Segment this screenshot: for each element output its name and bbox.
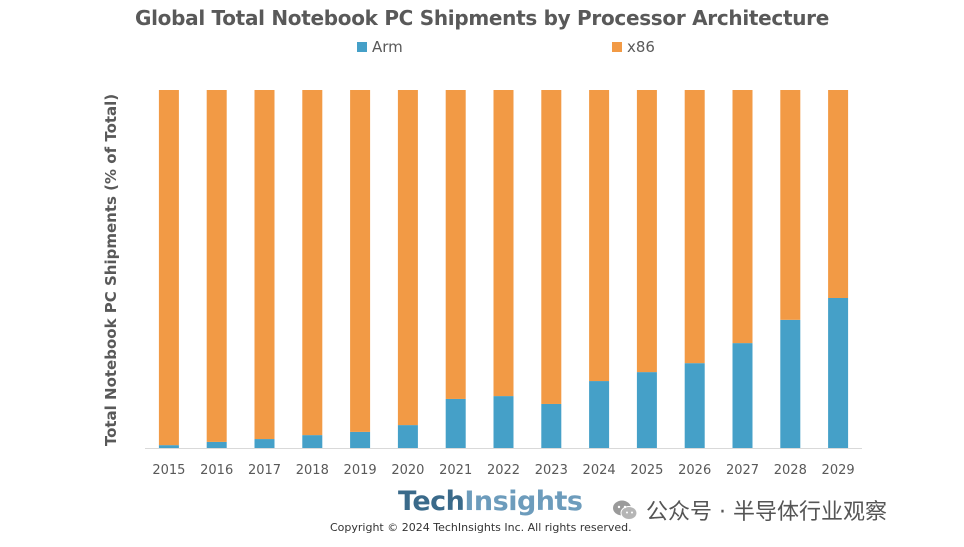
- x-tick-label: 2028: [774, 463, 807, 478]
- x-tick-label: 2015: [152, 463, 185, 478]
- bar-x86-2027: [732, 90, 753, 344]
- x-tick-label: 2024: [583, 463, 616, 478]
- bar-x86-2020: [397, 90, 418, 426]
- bar-arm-2018: [302, 435, 323, 448]
- logo-insights: Insights: [464, 486, 583, 517]
- techinsights-logo: TechInsights: [398, 486, 583, 517]
- copyright-text: Copyright © 2024 TechInsights Inc. All r…: [330, 521, 632, 534]
- x-tick-label: 2022: [487, 463, 520, 478]
- legend-label-x86: x86: [627, 38, 655, 56]
- legend-swatch-arm: [357, 42, 367, 52]
- bar-arm-2024: [589, 381, 610, 448]
- bar-x86-2024: [589, 90, 610, 382]
- x-tick-label: 2021: [439, 463, 472, 478]
- bar-x86-2026: [684, 90, 705, 364]
- bar-arm-2023: [541, 403, 562, 448]
- legend-swatch-x86: [612, 42, 622, 52]
- bar-arm-2028: [780, 319, 801, 448]
- bar-x86-2022: [493, 90, 514, 397]
- x-tick-label: 2026: [678, 463, 711, 478]
- bar-x86-2023: [541, 90, 562, 404]
- bar-x86-2016: [206, 90, 227, 442]
- bar-arm-2017: [254, 439, 275, 448]
- watermark-text: 公众号 · 半导体行业观察: [646, 500, 887, 525]
- legend-label-arm: Arm: [372, 38, 403, 56]
- logo-tech: Tech: [398, 486, 465, 517]
- legend-item-x86: x86: [612, 38, 655, 56]
- bar-arm-2021: [445, 398, 466, 448]
- bar-x86-2019: [350, 90, 371, 432]
- bar-x86-2017: [254, 90, 275, 440]
- x-tick-label: 2025: [630, 463, 663, 478]
- bar-arm-2027: [732, 343, 753, 448]
- bar-arm-2015: [158, 445, 179, 448]
- wechat-icon: [612, 499, 638, 521]
- watermark: 公众号 · 半导体行业观察: [612, 494, 887, 526]
- bar-x86-2015: [158, 90, 179, 446]
- x-tick-label: 2017: [248, 463, 281, 478]
- bar-arm-2019: [350, 431, 371, 448]
- bar-arm-2022: [493, 396, 514, 448]
- x-tick-label: 2018: [296, 463, 329, 478]
- x-tick-label: 2016: [200, 463, 233, 478]
- x-tick-label: 2027: [726, 463, 759, 478]
- bar-arm-2029: [828, 297, 849, 448]
- bar-arm-2025: [636, 372, 657, 448]
- x-tick-label: 2023: [535, 463, 568, 478]
- bar-x86-2021: [445, 90, 466, 399]
- bar-x86-2025: [636, 90, 657, 373]
- bar-x86-2018: [302, 90, 323, 436]
- bar-arm-2026: [684, 363, 705, 448]
- x-tick-label: 2020: [391, 463, 424, 478]
- x-tick-label: 2029: [822, 463, 855, 478]
- legend-item-arm: Arm: [357, 38, 403, 56]
- bar-arm-2016: [206, 441, 227, 448]
- chart-title: Global Total Notebook PC Shipments by Pr…: [135, 6, 829, 30]
- bar-x86-2029: [828, 90, 849, 298]
- x-tick-label: 2019: [344, 463, 377, 478]
- bar-x86-2028: [780, 90, 801, 320]
- bar-arm-2020: [397, 425, 418, 448]
